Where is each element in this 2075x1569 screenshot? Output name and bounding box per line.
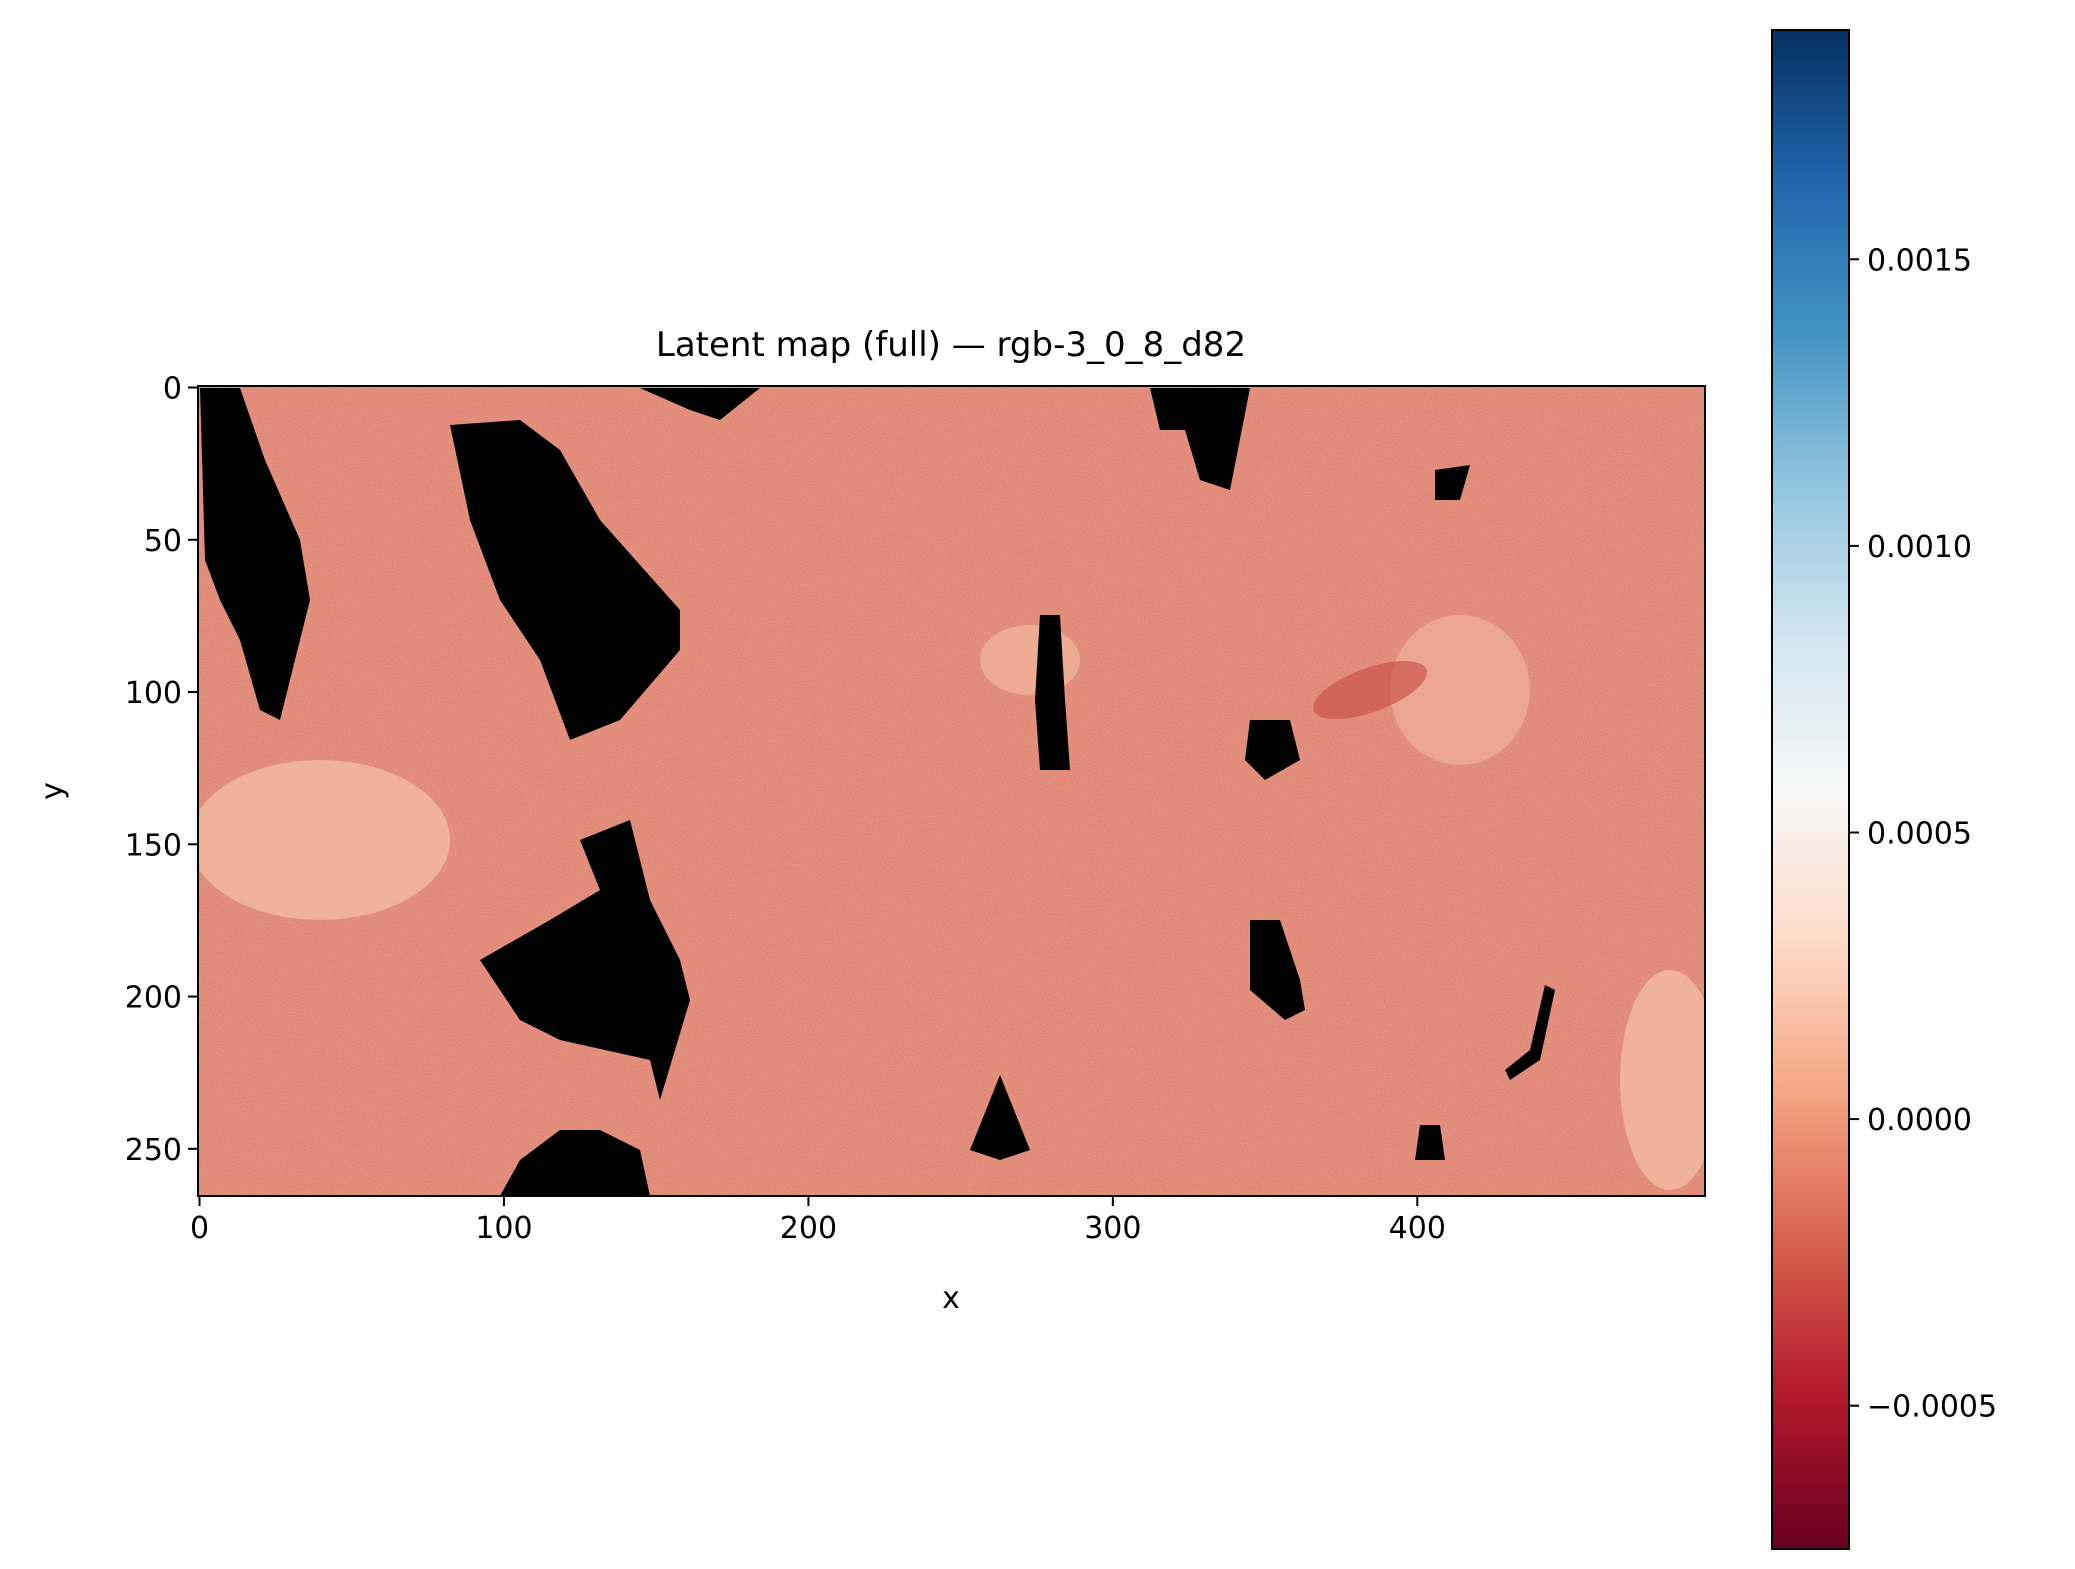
masked-region-narrow-vertical [1035,615,1070,770]
masked-region-bottom [500,1130,650,1196]
x-axis-ticks: 0 100 200 300 400 [190,1196,1446,1246]
y-tick-label: 200 [125,981,182,1016]
x-tick-label: 400 [1389,1211,1446,1246]
light-region-bottom-right [1620,970,1705,1190]
dark-streak [1313,660,1427,720]
colorbar-tick-label: 0.0015 [1867,243,1972,278]
masked-region-small-blob-right [1245,720,1300,780]
x-tick-label: 200 [780,1211,837,1246]
colorbar-ticks: −0.0005 0.0000 0.0005 0.0010 0.0015 [1849,243,1997,1425]
masked-region-lower-center [480,820,690,1100]
x-axis-label: x [942,1281,960,1316]
y-tick-label: 250 [125,1133,182,1168]
masked-region-top-center [640,388,760,420]
y-tick-label: 0 [163,372,182,407]
heatmap-texture [198,386,1705,1196]
x-tick-label: 300 [1084,1211,1141,1246]
light-region-center [980,625,1080,695]
y-tick-label: 150 [125,828,182,863]
colorbar-tick-label: 0.0000 [1867,1103,1972,1138]
masked-region-small-bottom-right [1415,1125,1445,1160]
colorbar-tick-label: −0.0005 [1867,1390,1997,1425]
light-region-left [198,760,450,920]
masked-region-bottom-triangle [970,1075,1030,1160]
masked-region-top-right [1150,388,1250,490]
plot-frame [197,385,1706,1197]
masked-region-upper-center [450,420,680,740]
x-tick-label: 0 [190,1211,209,1246]
masked-region-left-strip [200,388,310,720]
chart-title: Latent map (full) — rgb-3_0_8_d82 [656,325,1246,365]
y-axis-ticks: 0 50 100 150 200 250 [125,372,198,1168]
colorbar-tick-label: 0.0010 [1867,530,1972,565]
y-axis-label: y [35,782,70,800]
x-tick-label: 100 [475,1211,532,1246]
masked-region-small-top-right [1435,465,1470,500]
masked-region-curve-right [1505,985,1555,1080]
colorbar-tick-label: 0.0005 [1867,816,1972,851]
y-tick-label: 100 [125,676,182,711]
masked-region-mid-right [1250,920,1305,1020]
light-region-right [1390,615,1530,765]
heatmap-area [198,386,1705,1196]
colorbar [1771,29,1850,1550]
y-tick-label: 50 [144,524,182,559]
